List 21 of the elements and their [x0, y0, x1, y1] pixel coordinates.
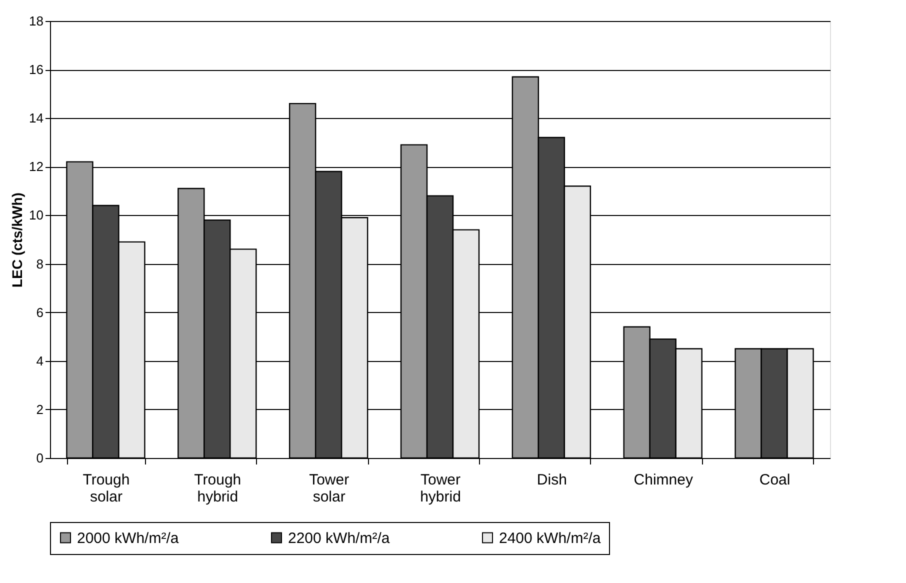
x-tick-label: Dish: [536, 472, 567, 488]
x-tick-label: Tower solar: [309, 472, 350, 506]
legend-label: 2400 kWh/m²/a: [499, 530, 602, 547]
y-tick-label: 4: [36, 353, 44, 368]
x-tick-label: Chimney: [634, 472, 694, 488]
y-tick-label: 12: [29, 159, 44, 174]
y-tick-label: 8: [36, 256, 44, 272]
x-tick-label: Tower hybrid: [420, 472, 461, 506]
legend-label: 2200 kWh/m²/a: [288, 530, 390, 547]
y-tick-label: 2: [36, 402, 44, 417]
y-axis-title: LEC (cts/kWh): [9, 192, 26, 288]
x-tick-label: Coal: [759, 472, 790, 488]
y-tick-label: 14: [29, 110, 44, 126]
y-tick-label: 10: [29, 208, 44, 223]
x-tick-label: Trough hybrid: [194, 472, 242, 506]
y-tick-label: 6: [36, 304, 44, 320]
x-tick-label: Trough solar: [82, 472, 130, 506]
y-tick-label: 18: [29, 14, 44, 28]
legend-label: 2000 kWh/m²/a: [77, 530, 180, 547]
y-tick-label: 16: [29, 62, 44, 78]
y-tick-label: 0: [36, 450, 44, 466]
